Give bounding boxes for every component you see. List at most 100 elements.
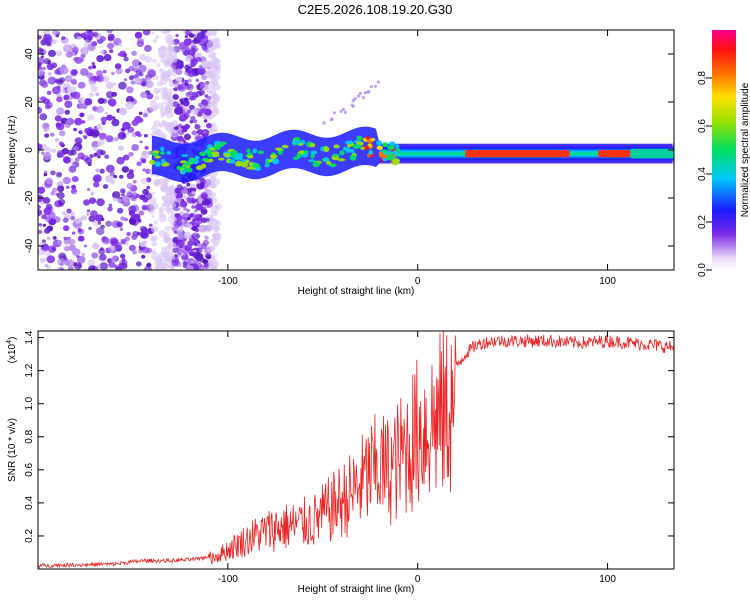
spectrogram-cell <box>42 152 52 161</box>
spectrogram-cell <box>344 140 353 145</box>
spectrogram-cell <box>108 261 116 268</box>
spectrogram-cell <box>323 146 330 153</box>
spectrogram-cell <box>71 69 78 75</box>
spectrogram-cell <box>131 144 139 151</box>
spectrogram-cell <box>43 170 48 174</box>
spectrogram-cell <box>56 107 65 115</box>
spectrogram-cell <box>257 150 265 155</box>
spectrogram-cell <box>395 144 400 149</box>
spectrogram-cell <box>179 137 184 141</box>
spectrogram-cell <box>341 107 345 111</box>
spectrogram-cell <box>126 172 135 180</box>
spectrogram-cell <box>174 213 180 218</box>
spectrogram-cell <box>44 263 49 268</box>
spectrogram-cell <box>167 263 173 269</box>
spectrogram-cell <box>96 105 104 114</box>
spectrogram-cell <box>136 40 144 48</box>
spectrogram-ytick-label: 0 <box>24 147 35 153</box>
spectrogram-cell <box>275 147 283 151</box>
spectrogram-cell <box>63 236 68 240</box>
spectrogram-cell <box>118 107 128 116</box>
spectrogram-cell <box>61 36 66 40</box>
spectrogram-cell <box>183 207 188 211</box>
spectrogram-cell <box>172 247 179 253</box>
spectrogram-cell <box>66 87 73 93</box>
spectrogram-cell <box>46 236 51 240</box>
spectrogram-cell <box>40 96 47 102</box>
spectrogram-cell <box>99 168 105 174</box>
colorbar: 0.0 0.2 0.4 0.6 0.8 Normalized spectral ampl… <box>697 30 750 277</box>
spectrogram-cell <box>162 254 171 263</box>
spectrogram-cell <box>142 188 149 195</box>
colorbar-label: Normalized spectral amplitude <box>740 82 750 217</box>
spectrogram-cell <box>38 229 43 234</box>
spectrogram-cell <box>106 30 113 34</box>
spectrogram-cell <box>91 41 98 47</box>
spectrogram-cell <box>46 255 55 264</box>
spectrogram-cell <box>76 36 82 40</box>
spectrogram-cell <box>66 208 72 214</box>
spectrogram-cell <box>154 95 160 101</box>
spectrogram-cell <box>111 91 118 97</box>
spectrogram-cell <box>99 49 105 55</box>
spectrogram-cell <box>312 161 320 168</box>
spectrogram-cell <box>252 162 260 168</box>
spectrogram-cell <box>272 158 280 165</box>
spectrogram-cell <box>130 80 136 85</box>
spectrogram-band-warm <box>630 148 674 159</box>
spectrogram-cell <box>97 221 102 225</box>
spectrogram-cell <box>99 247 104 251</box>
spectrogram-cell <box>57 185 65 193</box>
spectrogram-cell <box>45 203 53 210</box>
spectrogram-cell <box>218 157 225 161</box>
spectrogram-cell <box>97 264 101 268</box>
spectrogram-cell <box>38 62 42 67</box>
spectrogram-cell <box>55 171 63 178</box>
svg-text:(x104): (x104) <box>6 337 18 364</box>
spectrogram-cell <box>206 41 215 49</box>
spectrogram-cell <box>54 115 62 122</box>
spectrogram-cell <box>159 69 167 76</box>
spectrogram-cell <box>189 120 194 124</box>
spectrogram-cell <box>140 91 148 99</box>
spectrogram-cell <box>189 30 194 33</box>
spectrogram-cell <box>188 33 195 38</box>
spectrogram-cell <box>382 149 387 153</box>
spectrogram-cell <box>126 231 131 237</box>
spectrogram-cell <box>210 238 215 243</box>
spectrogram-cell <box>197 66 206 75</box>
spectrogram-cell <box>368 149 374 156</box>
spectrogram-cell <box>48 245 57 253</box>
spectrogram-cell <box>68 238 76 246</box>
spectrogram-ytick-label: -40 <box>24 238 35 253</box>
spectrogram-cell <box>71 46 79 54</box>
spectrogram-cell <box>51 39 58 44</box>
spectrogram-cell <box>331 153 340 157</box>
spectrogram-cell <box>120 238 127 245</box>
spectrogram-cell <box>63 156 71 164</box>
spectrogram-cell <box>84 157 93 165</box>
spectrogram-cell <box>52 236 57 240</box>
spectrogram-cell <box>153 120 161 127</box>
spectrogram-cell <box>198 198 203 204</box>
spectrogram-cell <box>149 223 153 227</box>
spectrogram-cell <box>143 113 148 118</box>
spectrogram-cell <box>74 137 83 145</box>
spectrogram-cell <box>42 223 47 227</box>
spectrogram-cell <box>157 128 161 132</box>
spectrogram-cell <box>191 190 196 195</box>
spectrogram-xlabel: Height of straight line (km) <box>298 286 415 297</box>
spectrogram-cell <box>96 198 105 207</box>
spectrogram-cell <box>203 119 208 123</box>
spectrogram-cell <box>57 266 63 270</box>
snr-multiplier-exponent: 4 <box>6 340 13 344</box>
spectrogram-cell <box>98 132 107 140</box>
spectrogram-cell <box>195 165 204 171</box>
spectrogram-cell <box>187 78 192 83</box>
spectrogram-cell <box>213 144 221 150</box>
spectrogram-ylabel: Frequency (Hz) <box>7 116 18 185</box>
spectrogram-cell <box>154 35 159 40</box>
spectrogram-cell <box>387 145 395 151</box>
spectrogram-cell <box>326 161 332 165</box>
spectrogram-cell <box>339 109 343 113</box>
